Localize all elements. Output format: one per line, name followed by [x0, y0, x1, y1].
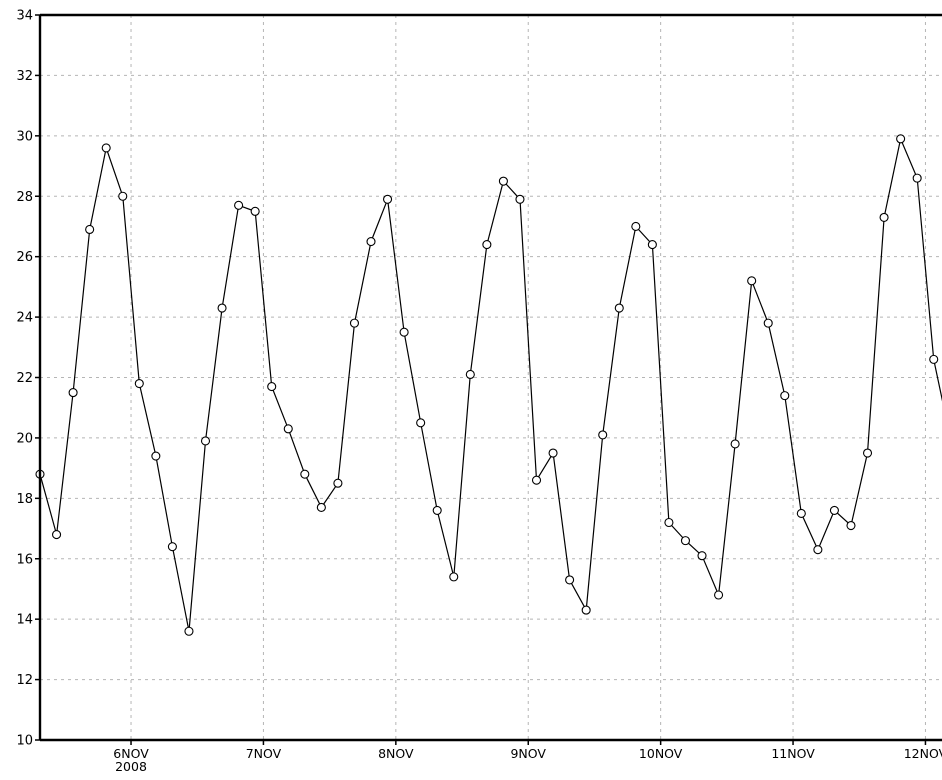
data-point	[896, 134, 906, 144]
data-point	[780, 391, 790, 401]
x-tick-label: 10NOV	[639, 746, 683, 761]
data-point	[548, 448, 558, 458]
y-tick-label: 12	[16, 673, 33, 688]
series-layer	[35, 134, 942, 636]
data-point	[300, 469, 310, 479]
data-point	[167, 542, 177, 552]
x-tick-label: 9NOV	[510, 746, 546, 761]
y-tick-label: 34	[16, 9, 33, 24]
data-point	[482, 240, 492, 250]
y-tick-label: 20	[16, 431, 33, 446]
data-point	[250, 206, 260, 216]
y-tick-label: 30	[16, 129, 33, 144]
data-point	[184, 626, 194, 636]
axes	[35, 13, 942, 745]
data-point	[234, 200, 244, 210]
data-point	[697, 551, 707, 561]
data-point	[432, 505, 442, 515]
data-point	[333, 478, 343, 488]
data-point	[631, 221, 641, 232]
data-point	[796, 508, 806, 518]
data-point	[581, 605, 591, 615]
data-point	[399, 327, 409, 337]
data-point	[763, 318, 773, 328]
data-point	[283, 424, 293, 434]
data-point	[664, 517, 674, 528]
data-point	[680, 536, 691, 546]
data-point	[52, 530, 62, 540]
data-point	[449, 572, 459, 582]
data-point	[316, 502, 326, 512]
data-point	[151, 451, 161, 461]
data-point	[465, 369, 475, 380]
y-tick-label: 16	[16, 552, 33, 567]
y-tick-label: 26	[16, 250, 33, 265]
data-point	[879, 212, 889, 222]
data-point	[813, 545, 823, 555]
data-point	[68, 388, 78, 398]
data-point	[862, 448, 873, 458]
data-point	[565, 575, 575, 585]
data-point	[714, 590, 724, 600]
y-tick-label: 14	[16, 613, 33, 628]
y-tick-label: 24	[16, 311, 33, 326]
data-point	[85, 224, 95, 235]
x-tick-label: 8NOV	[378, 746, 414, 761]
data-point	[929, 354, 939, 364]
grid	[40, 15, 942, 740]
data-point	[101, 143, 111, 153]
x-tick-label: 11NOV	[771, 746, 815, 761]
x-tick-label: 6NOV	[113, 746, 149, 761]
data-point	[647, 240, 657, 250]
data-point	[383, 194, 393, 204]
data-point	[349, 318, 360, 328]
data-point	[912, 173, 922, 183]
series-line	[40, 136, 942, 632]
data-point	[531, 475, 542, 485]
data-point	[118, 191, 128, 201]
y-tick-label: 22	[16, 371, 33, 386]
data-point	[267, 382, 277, 392]
data-point	[366, 237, 376, 247]
y-tick-label: 32	[16, 69, 33, 84]
data-point	[134, 378, 144, 389]
data-point	[747, 276, 757, 286]
x-tick-sublabel: 2008	[115, 759, 147, 774]
data-point	[200, 436, 211, 446]
y-tick-label: 28	[16, 190, 33, 205]
data-point	[730, 439, 740, 449]
y-tick-label: 18	[16, 492, 33, 507]
x-tick-label: 12NOV	[904, 746, 942, 761]
data-point	[829, 505, 839, 515]
data-point	[614, 303, 624, 313]
y-tick-label: 10	[16, 734, 33, 749]
data-point	[498, 176, 508, 186]
data-point	[598, 430, 608, 440]
data-point	[416, 418, 426, 428]
data-point	[217, 303, 227, 313]
data-point	[515, 194, 525, 204]
data-point	[846, 520, 856, 531]
x-tick-label: 7NOV	[246, 746, 282, 761]
